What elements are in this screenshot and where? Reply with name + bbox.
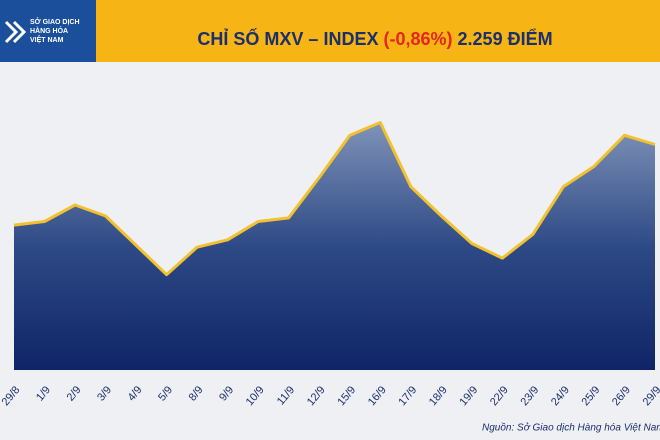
logo-text: HÀNG HÓA	[30, 26, 68, 35]
title-main: CHỈ SỐ MXV – INDEX	[197, 28, 378, 49]
title-change: (-0,86%)	[383, 29, 452, 49]
source-note: Nguồn: Sở Giao dịch Hàng hóa Việt Nam	[482, 422, 660, 434]
title-value: 2.259 ĐIỂM	[458, 28, 553, 49]
area	[14, 122, 655, 370]
logo-text: VIỆT NAM	[30, 35, 64, 44]
header-band	[0, 0, 660, 62]
chart-title: CHỈ SỐ MXV – INDEX (-0,86%) 2.259 ĐIỂM	[197, 28, 552, 49]
logo-icon	[4, 20, 27, 44]
logo-text: SỞ GIAO DỊCH	[30, 17, 80, 26]
line	[13, 121, 656, 277]
